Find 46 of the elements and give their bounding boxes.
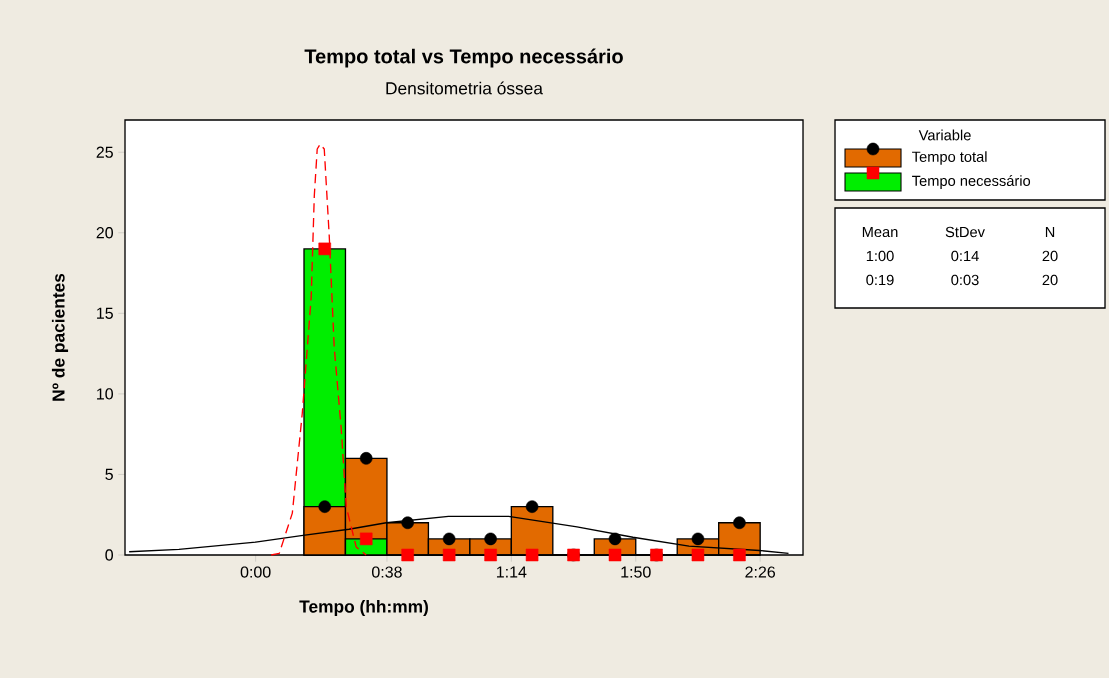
point <box>359 452 373 465</box>
x-axis-title: Tempo (hh:mm) <box>299 599 428 617</box>
text: N <box>1045 226 1055 238</box>
legend-title: Variable <box>918 129 971 141</box>
y-axis-title: Nº de pacientes <box>51 273 69 401</box>
x-tick-label: 2:26 <box>745 566 776 578</box>
point <box>442 532 456 546</box>
point <box>484 548 497 562</box>
y-tick-label: 15 <box>97 307 113 319</box>
text: 0:03 <box>951 274 979 286</box>
point <box>733 548 746 562</box>
point <box>608 532 622 546</box>
text: 0:14 <box>951 250 979 262</box>
y-tick-label: 25 <box>96 146 113 158</box>
y-tick-label: 0 <box>105 549 114 561</box>
x-tick-label: 0:00 <box>240 566 271 578</box>
y-tick-label: 10 <box>97 388 113 400</box>
y-tick-label: 5 <box>105 468 113 481</box>
text: 1:00 <box>866 250 894 262</box>
line-series <box>270 143 367 556</box>
y-tick-label: 20 <box>96 227 113 239</box>
point <box>484 532 497 546</box>
point <box>318 242 332 256</box>
point <box>318 500 332 513</box>
point <box>401 516 414 530</box>
point <box>401 548 414 562</box>
legend-label: Tempo total <box>912 151 987 165</box>
text: StDev <box>945 226 985 238</box>
point <box>691 548 705 562</box>
point <box>525 500 539 513</box>
point <box>608 548 622 562</box>
text: 0:19 <box>866 274 894 286</box>
x-tick-label: 1:50 <box>621 566 651 578</box>
legend-label: Tempo necessário <box>912 175 1031 189</box>
x-tick-label: 1:14 <box>496 566 527 578</box>
x-tick-label: 0:38 <box>372 566 402 578</box>
point <box>442 548 456 562</box>
point <box>525 548 539 562</box>
point <box>733 516 746 530</box>
chart-subtitle: Densitometria óssea <box>386 81 543 95</box>
chart-title: Tempo total vs Tempo necessário <box>304 48 623 68</box>
point <box>359 532 373 546</box>
text: Mean <box>862 226 898 238</box>
text: 20 <box>1042 274 1058 286</box>
text: 20 <box>1042 250 1058 262</box>
point <box>691 532 705 546</box>
